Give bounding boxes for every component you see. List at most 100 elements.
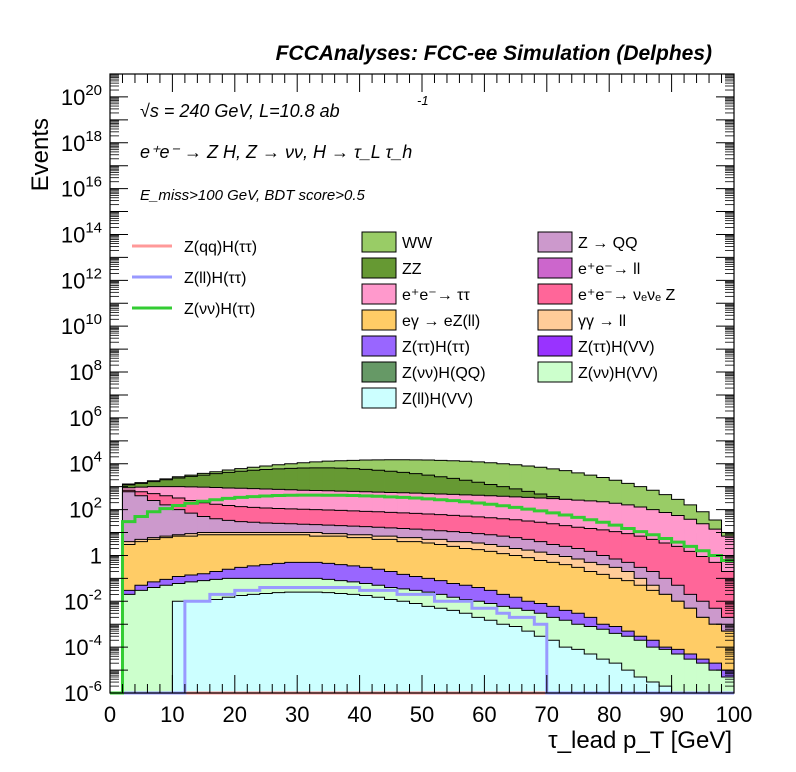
bar-z-h-vv-45 (671, 654, 685, 693)
outline-e-e-z (110, 489, 734, 694)
bar-z-ll-h-vv-8 (209, 599, 223, 693)
x-tick-label-10: 10 (160, 702, 184, 727)
legend-swatch-e-e-z (537, 283, 573, 305)
outline-ww (110, 459, 734, 694)
legend-swatch-z-h (361, 335, 397, 357)
legend-swatch-zz (361, 257, 397, 279)
bar-z-ll-h-vv-34 (534, 636, 548, 693)
legend-entry-z-h: Z(ττ)H(ττ) (361, 335, 470, 357)
bar-z-ll-h-vv-9 (222, 597, 236, 693)
series-z-ll-h-vv-envelope (110, 591, 734, 694)
bar-z-ll-h-vv-16 (309, 592, 323, 693)
x-tick-label-80: 80 (597, 702, 621, 727)
bar-z-h-vv-46 (684, 659, 697, 693)
bar-z-ll-h-vv-14 (284, 592, 298, 693)
process-annotation: e⁺e⁻ → Z H, Z → νν, H → τ_L τ_h (140, 142, 412, 162)
bar-z-ll-h-vv-22 (384, 599, 398, 693)
energy-annotation: √s = 240 GeV, L=10.8 ab (140, 101, 340, 121)
bar-z-ll-h-vv-40 (609, 663, 623, 693)
legend-entry-z-h-vv: Z(νν)H(VV) (537, 361, 658, 383)
y-axis-title: Events (27, 118, 54, 191)
y-tick-label-104: 104 (69, 449, 102, 477)
y-tick-label-108: 108 (69, 357, 102, 385)
bar-z-ll-h-vv-23 (397, 601, 410, 693)
legend-entry-z-qq-h: Z(qq)H(ττ) (132, 239, 257, 256)
y-tick-label-1016: 1016 (61, 174, 102, 202)
bar-z-h-vv-1 (122, 594, 136, 693)
legend-entry-ll: γγ → ll (537, 309, 626, 331)
legend-entry-e-e: e⁺e⁻→ ττ (361, 283, 470, 305)
legend-label-e-ez-ll: eγ → eZ(ll) (402, 313, 480, 330)
legend-swatch-e-ez-ll (361, 309, 397, 331)
legend-entry-e-e-ll: e⁺e⁻→ ll (537, 257, 640, 279)
legend-entry-zz: ZZ (361, 257, 422, 279)
x-tick-label-70: 70 (535, 702, 559, 727)
bar-z-ll-h-vv-27 (446, 610, 460, 693)
legend-swatch-ww (361, 231, 397, 253)
bar-z-ll-h-vv-24 (409, 603, 423, 693)
bar-z-ll-h-vv-10 (234, 595, 248, 693)
legend-label-z-h: Z(ττ)H(ττ) (402, 339, 470, 356)
legend-label-z-qq: Z → QQ (578, 235, 638, 252)
bar-z-ll-h-vv-39 (596, 659, 610, 693)
x-tick-label-40: 40 (347, 702, 371, 727)
y-tick-label-106: 106 (69, 403, 102, 431)
bar-z-h-vv-4 (159, 585, 173, 693)
selection-annotation: E_miss>100 GeV, BDT score>0.5 (140, 187, 365, 204)
legend-label-zz: ZZ (402, 261, 422, 278)
bar-z-ll-h-vv-29 (471, 617, 485, 693)
bar-z-ll-h-vv-36 (559, 647, 573, 693)
legend-label-z-ll-h: Z(ll)H(ττ) (184, 270, 246, 287)
legend-label-e-e: e⁺e⁻→ ττ (402, 287, 470, 304)
legend-label-z-h-qq: Z(νν)H(QQ) (402, 365, 486, 382)
legend-entry-z-h: Z(νν)H(ττ) (132, 301, 255, 318)
bar-z-ll-h-vv-26 (434, 608, 448, 693)
bar-z-ll-h-vv-6 (184, 601, 198, 693)
axis-layer: 0 10 20 30 40 50 60 70 80 90 10010-610-410-2110210… (61, 73, 753, 727)
bar-z-ll-h-vv-19 (347, 594, 360, 693)
outline-ll (110, 532, 734, 694)
legend-swatch-z-h-qq (361, 361, 397, 383)
bar-z-ll-h-vv-13 (272, 592, 286, 693)
x-tick-label-30: 30 (285, 702, 309, 727)
legend-label-ll: γγ → ll (578, 313, 626, 330)
legend-entry-z-ll-h: Z(ll)H(ττ) (132, 270, 246, 287)
bar-z-h-vv-48 (709, 670, 722, 693)
legend-entry-z-ll-h-vv: Z(ll)H(VV) (361, 387, 473, 409)
legend-entry-e-e-z: e⁺e⁻→ νₑνₑ Z (537, 283, 675, 305)
y-tick-label-1: 1 (90, 543, 102, 568)
bar-z-ll-h-vv-42 (634, 676, 648, 693)
legend-label-z-ll-h-vv: Z(ll)H(VV) (402, 391, 473, 408)
legend-swatch-z-h-vv (537, 335, 573, 357)
legend-entry-e-ez-ll: eγ → eZ(ll) (361, 309, 480, 331)
y-tick-label-102: 102 (69, 495, 102, 523)
legend-swatch-e-e (361, 283, 397, 305)
x-tick-label-20: 20 (223, 702, 247, 727)
y-tick-label-1012: 1012 (61, 265, 102, 293)
bar-z-ll-h-vv-5 (172, 601, 186, 693)
bar-z-h-vv-47 (696, 663, 710, 693)
x-tick-label-60: 60 (472, 702, 496, 727)
legend-swatch-z-h-vv (537, 361, 573, 383)
x-tick-label-0: 0 (104, 702, 116, 727)
outline-e-e (110, 486, 734, 694)
legend-swatch-e-e-ll (537, 257, 573, 279)
bar-z-ll-h-vv-35 (546, 640, 560, 693)
x-tick-label-100: 100 (716, 702, 753, 727)
legend-entry-ww: WW (361, 231, 433, 253)
legend: Z(qq)H(ττ) Z(ll)H(ττ) Z(νν)H(ττ) WW Z → QQ ZZ… (132, 231, 675, 409)
legend-label-ww: WW (402, 235, 433, 252)
bar-z-h-vv-3 (147, 587, 161, 693)
energy-annotation-exponent: -1 (417, 93, 429, 108)
bar-z-h-vv-2 (134, 590, 148, 693)
y-tick-label-1014: 1014 (61, 219, 102, 247)
bar-z-ll-h-vv-21 (372, 597, 385, 693)
x-axis-title: τ_lead p_T [GeV] (548, 727, 732, 754)
legend-swatch-ll (537, 309, 573, 331)
legend-label-z-h-vv: Z(νν)H(VV) (578, 365, 658, 382)
legend-label-e-e-ll: e⁺e⁻→ ll (578, 261, 640, 278)
x-tick-label-50: 50 (410, 702, 434, 727)
legend-entry-z-h-vv: Z(ττ)H(VV) (537, 335, 655, 357)
